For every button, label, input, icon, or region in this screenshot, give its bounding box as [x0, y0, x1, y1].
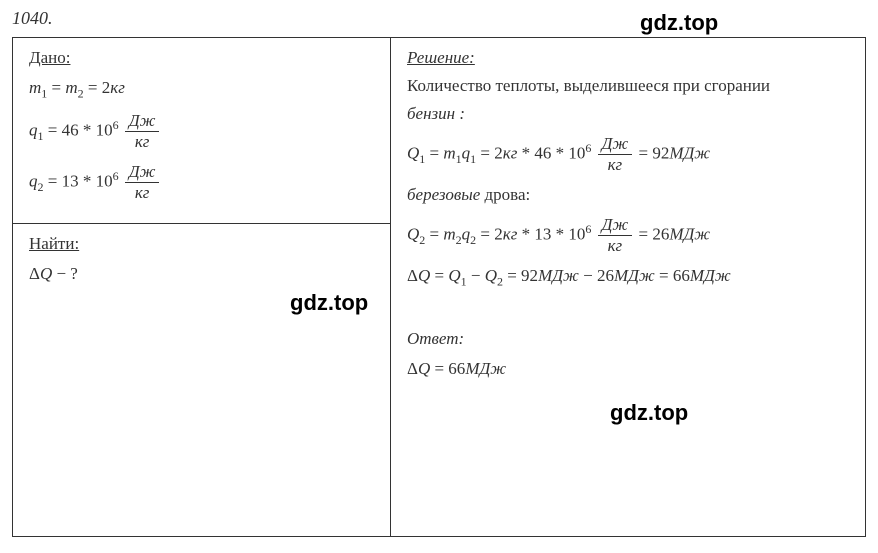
answer-header: Ответ:	[407, 329, 849, 349]
drova-label: березовые дрова:	[407, 185, 849, 205]
answer-section: Ответ: ΔQ = 66МДж	[407, 329, 849, 379]
problem-number: 1040.	[0, 0, 878, 37]
find-section: Найти: ΔQ − ?	[13, 224, 390, 304]
drova-label-plain: дрова:	[480, 185, 530, 204]
drova-label-italic: березовые	[407, 185, 480, 204]
solution-table: Дано: m1 = m2 = 2кг q1 = 46 * 106 Джкг q…	[12, 37, 866, 537]
given-header: Дано:	[29, 48, 374, 68]
delta-formula: ΔQ = Q1 − Q2 = 92МДж − 26МДж = 66МДж	[407, 266, 849, 289]
solution-intro: Количество теплоты, выделившееся при сго…	[407, 76, 849, 96]
benzin-formula: Q1 = m1q1 = 2кг * 46 * 106 Джкг = 92МДж	[407, 134, 849, 175]
given-line-2: q1 = 46 * 106 Джкг	[29, 111, 374, 152]
given-line-3: q2 = 13 * 106 Джкг	[29, 162, 374, 203]
right-column: Решение: Количество теплоты, выделившеес…	[391, 38, 865, 536]
find-header: Найти:	[29, 234, 374, 254]
solution-header: Решение:	[407, 48, 849, 68]
find-line-1: ΔQ − ?	[29, 264, 374, 284]
answer-line: ΔQ = 66МДж	[407, 359, 849, 379]
left-column: Дано: m1 = m2 = 2кг q1 = 46 * 106 Джкг q…	[13, 38, 391, 536]
given-line-1: m1 = m2 = 2кг	[29, 78, 374, 101]
given-section: Дано: m1 = m2 = 2кг q1 = 46 * 106 Джкг q…	[13, 38, 390, 224]
benzin-label: бензин :	[407, 104, 849, 124]
drova-formula: Q2 = m2q2 = 2кг * 13 * 106 Джкг = 26МДж	[407, 215, 849, 256]
